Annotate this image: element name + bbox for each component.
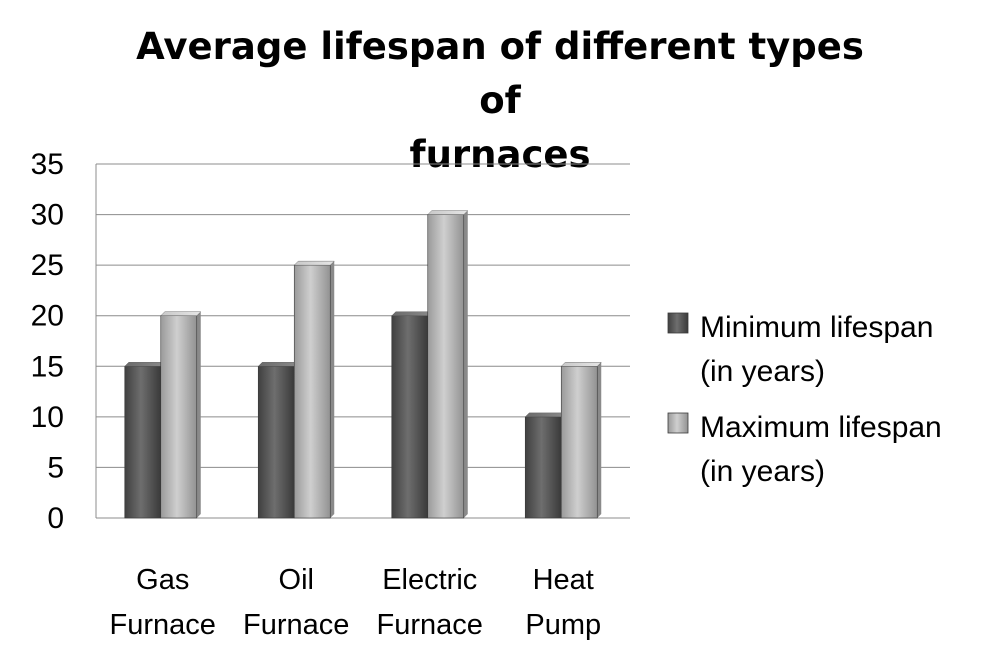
chart-title: Average lifespan of different types of f… [120, 20, 880, 182]
y-tick-label: 20 [31, 300, 64, 333]
y-tick-label: 25 [31, 249, 64, 282]
x-tick-label: Gas [136, 564, 189, 596]
legend-label: Minimum lifespan [700, 311, 933, 344]
legend-item-maximum: Maximum lifespan (in years) [667, 411, 942, 488]
chart-title-line-1: Average lifespan of different types of [136, 25, 864, 122]
bar-minimum [257, 362, 299, 519]
x-tick-label: Electric [382, 564, 477, 596]
x-tick-label: Pump [525, 609, 601, 641]
bar-minimum [391, 311, 433, 519]
bars [124, 210, 602, 519]
legend-label: Maximum lifespan [700, 411, 942, 444]
legend-swatch [667, 412, 689, 434]
bar-minimum [524, 412, 566, 519]
x-tick-label: Furnace [243, 609, 349, 641]
bar-maximum [560, 362, 602, 519]
legend-swatch [667, 312, 689, 334]
y-tick-label: 15 [31, 350, 64, 383]
y-tick-label: 0 [47, 502, 64, 535]
x-tick-label: Oil [279, 564, 314, 596]
bar-maximum [293, 260, 335, 519]
y-tick-label: 10 [31, 401, 64, 434]
chart-title-line-2: furnaces [409, 133, 591, 176]
y-tick-label: 35 [31, 148, 64, 181]
legend-label: (in years) [700, 355, 825, 388]
bar-maximum [160, 311, 202, 519]
y-tick-label: 30 [31, 199, 64, 232]
bar-minimum [124, 362, 166, 519]
x-tick-label: Furnace [110, 609, 216, 641]
legend: Minimum lifespan(in years)Maximum lifesp… [667, 311, 942, 488]
x-tick-label: Heat [533, 564, 594, 596]
bar-maximum [427, 210, 469, 519]
category-labels: Gas Furnace Oil Furnace Electric Furnace Heat P… [110, 564, 602, 641]
x-tick-label: Furnace [377, 609, 483, 641]
legend-label: (in years) [700, 455, 825, 488]
y-tick-label: 5 [47, 451, 64, 484]
legend-item-minimum: Minimum lifespan (in years) [667, 311, 933, 388]
y-tick-labels: 0 5 10 15 20 25 30 35 [31, 148, 64, 535]
